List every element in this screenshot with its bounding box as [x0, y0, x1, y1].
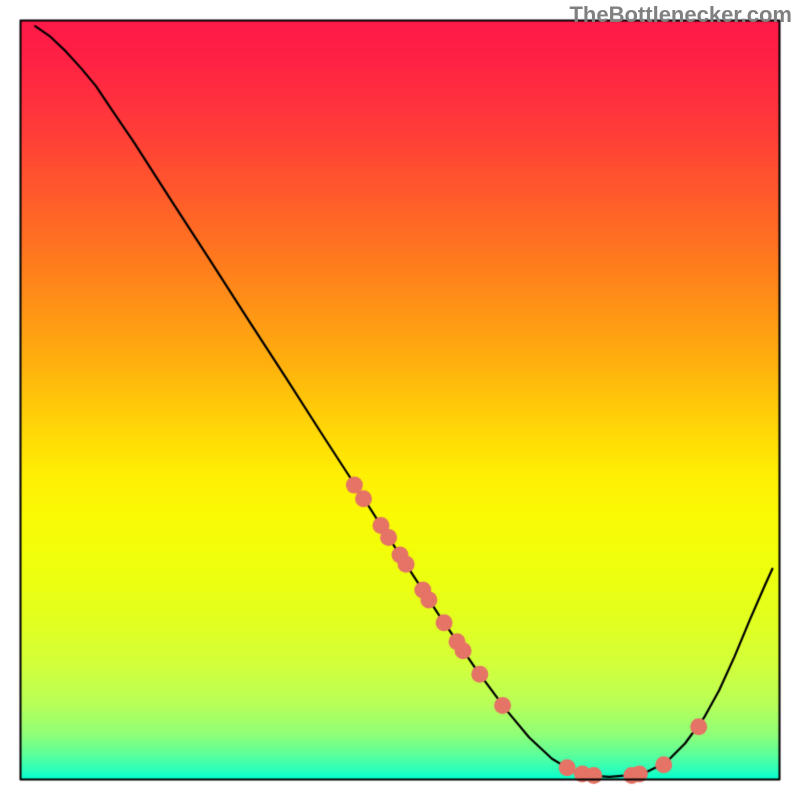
- bottleneck-curve-chart: [0, 0, 800, 800]
- chart-container: TheBottlenecker.com: [0, 0, 800, 800]
- watermark-text: TheBottlenecker.com: [569, 2, 792, 28]
